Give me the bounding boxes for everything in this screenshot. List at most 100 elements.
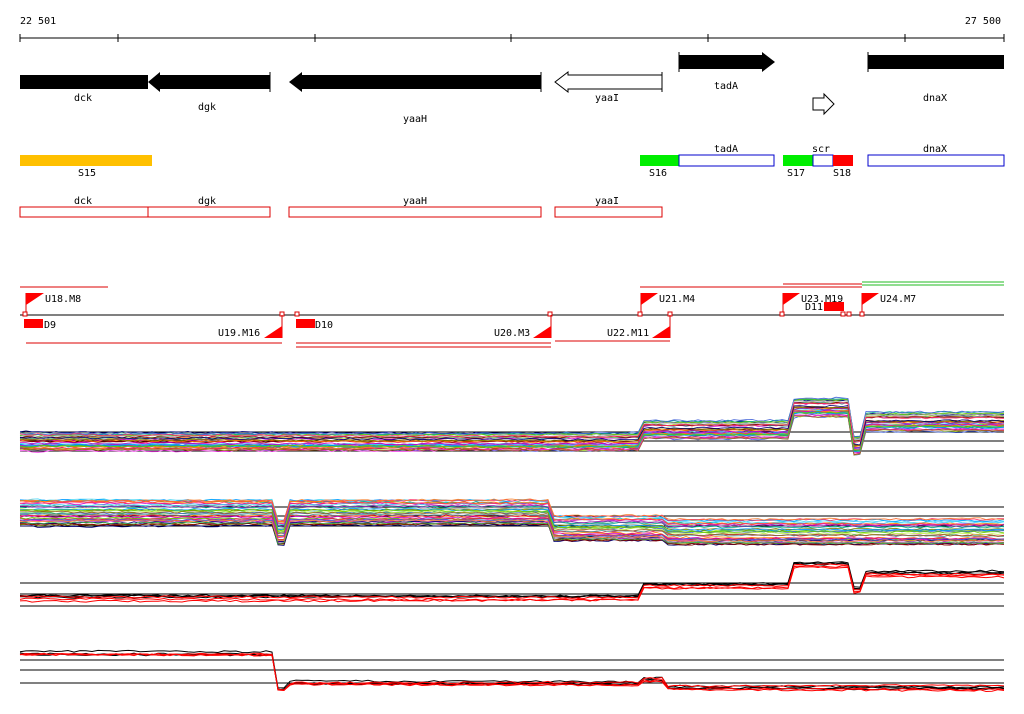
- transcript-label-D10: D10: [315, 320, 333, 331]
- panel-4-traces: [19, 649, 1005, 693]
- axis-marker: [22, 311, 28, 317]
- gene-dnaX[interactable]: [868, 55, 1004, 69]
- expression-trace: [19, 566, 1005, 602]
- axis-marker: [840, 311, 846, 317]
- expression-trace: [19, 563, 1005, 600]
- axis-marker: [859, 311, 865, 317]
- outline-dgk[interactable]: [147, 206, 271, 218]
- transcript-label-U24: U24.M7: [880, 294, 916, 305]
- expression-trace: [19, 508, 1005, 534]
- expression-trace: [19, 414, 1005, 454]
- expression-panel-3: [19, 561, 1005, 607]
- axis-marker: [846, 311, 852, 317]
- gene-label-yaaH: yaaH: [403, 114, 427, 125]
- box-dnaX[interactable]: [867, 154, 1005, 167]
- expression-panel-1: [19, 396, 1005, 456]
- segment-S18[interactable]: [833, 155, 853, 166]
- transcript-D11[interactable]: [824, 302, 844, 311]
- panel-3-traces: [19, 561, 1005, 603]
- expression-trace: [19, 501, 1005, 526]
- transcript-track: U18.M8 U21.M4 U23.M19 U24.M7 D9 D: [20, 281, 1004, 348]
- panel-2-traces: [19, 498, 1005, 546]
- transcript-label-D9: D9: [44, 320, 56, 331]
- transcript-label-U21: U21.M4: [659, 294, 695, 305]
- expression-trace: [19, 415, 1005, 456]
- gene-scr-arrow[interactable]: [812, 92, 835, 116]
- expression-trace: [19, 498, 1005, 522]
- segment-S17[interactable]: [783, 155, 813, 166]
- segment-S15[interactable]: [20, 155, 152, 166]
- transcript-D9[interactable]: [24, 319, 43, 328]
- gene-tadA[interactable]: [679, 52, 775, 72]
- expression-panel-2: [19, 498, 1005, 546]
- expression-trace: [19, 652, 1005, 691]
- outline-label-yaaH: yaaH: [403, 196, 427, 207]
- expression-trace: [19, 522, 1005, 546]
- transcript-label-U23: U23.M19: [801, 294, 843, 305]
- axis-marker: [637, 311, 643, 317]
- expression-panel-4: [19, 649, 1005, 693]
- gene-label-tadA: tadA: [714, 81, 738, 92]
- expression-trace: [19, 500, 1005, 526]
- flag-U24[interactable]: [861, 293, 879, 315]
- expression-trace: [19, 402, 1005, 443]
- expression-trace: [19, 405, 1005, 447]
- flag-U20[interactable]: [533, 315, 552, 338]
- ruler-start-label: 22 501: [20, 16, 56, 27]
- transcript-label-U22: U22.M11: [607, 328, 649, 339]
- flag-U23[interactable]: [782, 293, 800, 315]
- expression-trace: [19, 521, 1005, 545]
- coordinate-ruler: 22 501 27 500: [19, 16, 1005, 42]
- transcript-label-U18: U18.M8: [45, 294, 81, 305]
- axis-marker: [294, 311, 300, 317]
- flag-U18[interactable]: [25, 293, 44, 315]
- expression-trace: [19, 652, 1005, 693]
- segment-S16[interactable]: [640, 155, 679, 166]
- segment-track: S15 S16 tadA S17 scr S18 dnaX: [20, 144, 1005, 179]
- expression-trace: [19, 396, 1005, 437]
- expression-trace: [19, 409, 1005, 450]
- axis-marker: [547, 311, 553, 317]
- transcript-label-U20: U20.M3: [494, 328, 530, 339]
- expression-trace: [19, 411, 1005, 452]
- gene-outline-track: dck dgk yaaH yaaI: [19, 196, 663, 218]
- expression-trace: [19, 565, 1005, 603]
- segment-label-S16: S16: [649, 168, 667, 179]
- expression-trace: [19, 504, 1005, 528]
- expression-trace: [19, 404, 1005, 446]
- outline-yaaH[interactable]: [288, 206, 542, 218]
- box-tadA[interactable]: [678, 154, 775, 167]
- segment-label-S17: S17: [787, 168, 805, 179]
- flag-U19[interactable]: [264, 315, 283, 338]
- expression-trace: [19, 414, 1005, 456]
- flag-U22[interactable]: [652, 315, 671, 338]
- outline-yaaI[interactable]: [554, 206, 663, 218]
- expression-trace: [19, 519, 1005, 543]
- transcript-D10[interactable]: [296, 319, 315, 328]
- outline-label-yaaI: yaaI: [595, 196, 619, 207]
- panel-1-traces: [19, 396, 1005, 456]
- flag-U21[interactable]: [640, 293, 658, 315]
- ruler-end-label: 27 500: [965, 16, 1001, 27]
- gene-dck[interactable]: [20, 75, 148, 89]
- transcript-label-U19: U19.M16: [218, 328, 260, 339]
- expression-trace: [20, 507, 1005, 532]
- box-scr[interactable]: [812, 154, 834, 167]
- box-label-tadA: tadA: [714, 144, 738, 155]
- gene-track: dck dgk yaaH yaaI tadA dnaX: [20, 52, 1004, 125]
- box-label-dnaX: dnaX: [923, 144, 947, 155]
- gene-label-dnaX: dnaX: [923, 93, 947, 104]
- outline-dck[interactable]: [19, 206, 149, 218]
- gene-label-dgk: dgk: [198, 102, 216, 113]
- gene-dgk[interactable]: [148, 72, 270, 92]
- expression-trace: [19, 510, 1005, 537]
- segment-label-S18: S18: [833, 168, 851, 179]
- expression-trace: [19, 410, 1005, 451]
- outline-label-dgk: dgk: [198, 196, 216, 207]
- gene-yaaI[interactable]: [554, 70, 663, 94]
- expression-trace: [19, 518, 1005, 541]
- transcript-label-D11: D11: [805, 302, 823, 313]
- gene-yaaH[interactable]: [289, 72, 541, 92]
